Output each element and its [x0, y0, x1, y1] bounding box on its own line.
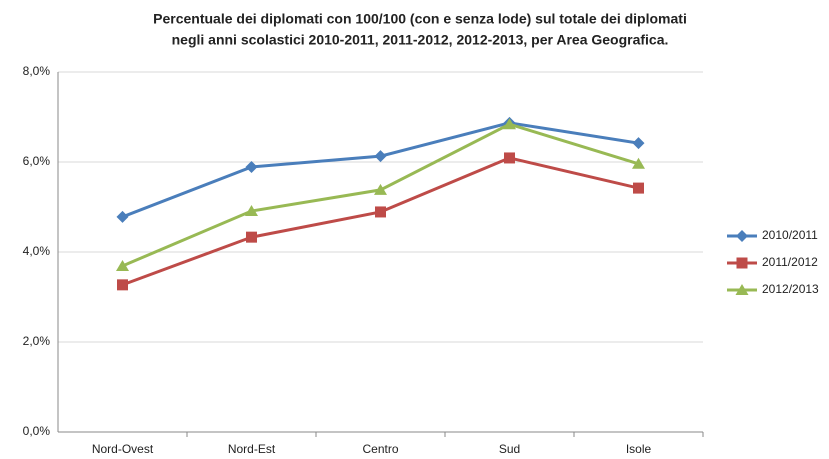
data-point [632, 137, 645, 150]
y-tick-label: 0,0% [23, 424, 51, 438]
data-point [374, 183, 387, 195]
data-point [504, 152, 515, 164]
series-line [121, 122, 639, 268]
data-point [374, 150, 387, 163]
data-point [503, 118, 516, 130]
series-line [121, 156, 639, 287]
legend-label: 2011/2012 [762, 255, 818, 269]
x-tick-label: Centro [362, 442, 398, 456]
y-tick-label: 4,0% [23, 244, 51, 258]
data-point [246, 231, 257, 243]
data-point [116, 210, 129, 223]
data-point [116, 259, 129, 271]
data-point [632, 157, 645, 169]
x-tick-label: Sud [499, 442, 520, 456]
legend-marker [736, 257, 748, 269]
data-point [633, 182, 644, 194]
data-point [245, 205, 258, 217]
x-tick-label: Nord-Ovest [92, 442, 154, 456]
data-point [245, 160, 258, 173]
y-tick-label: 6,0% [23, 154, 51, 168]
x-tick-label: Nord-Est [228, 442, 276, 456]
chart-title: negli anni scolastici 2010-2011, 2011-20… [172, 32, 669, 48]
y-tick-label: 2,0% [23, 334, 51, 348]
y-tick-label: 8,0% [23, 64, 51, 78]
legend-label: 2012/2013 [762, 282, 819, 296]
legend-marker [735, 284, 749, 295]
legend-marker [736, 230, 748, 242]
data-point [117, 279, 128, 291]
chart-title: Percentuale dei diplomati con 100/100 (c… [153, 11, 687, 27]
x-tick-label: Isole [626, 442, 652, 456]
data-point [375, 206, 386, 218]
legend-label: 2010/2011 [762, 228, 818, 242]
